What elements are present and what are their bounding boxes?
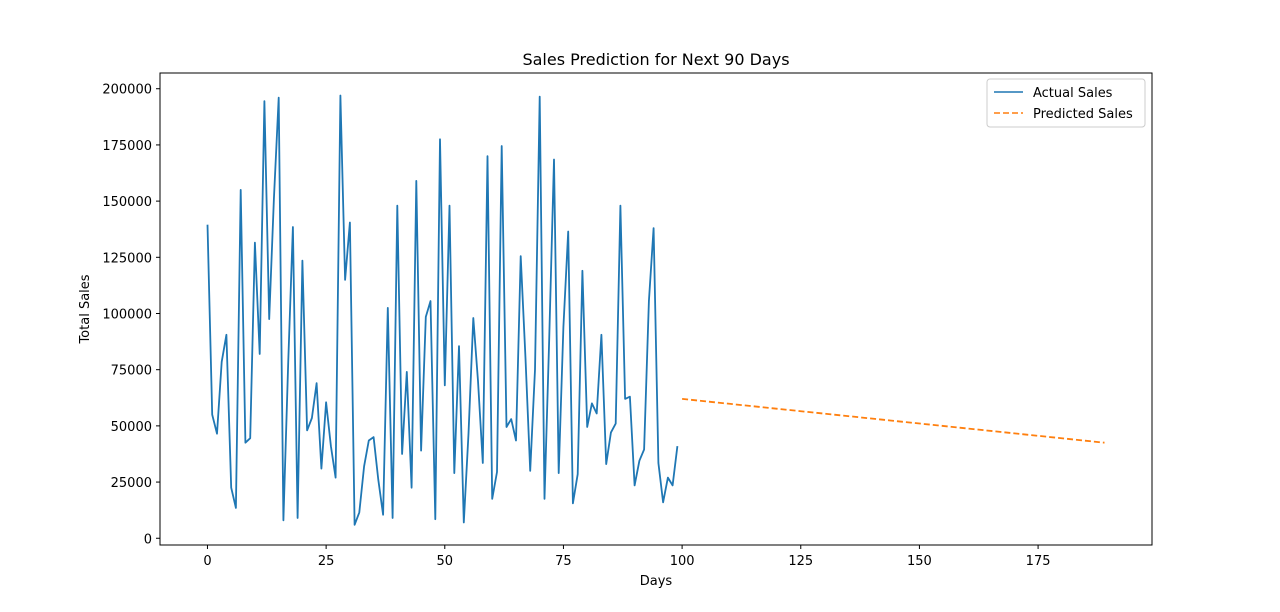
actual-sales-line [206,94,679,526]
y-axis-label: Total Sales [78,274,93,344]
y-tick-label: 25000 [111,476,152,491]
y-tick-label: 100000 [102,307,152,322]
x-tick-label: 125 [788,554,813,569]
legend-box [986,78,1146,128]
y-tick-label: 75000 [111,364,152,379]
y-tick-label: 0 [144,532,152,547]
y-axis-ticks: 0 25000 50000 75000 100000 125000 150000 175000… [102,83,160,547]
y-tick-label: 175000 [102,139,152,154]
legend-actual-label: Actual Sales [1033,86,1113,101]
legend: Actual Sales Predicted Sales [986,78,1146,128]
predicted-sales-line [682,398,1105,444]
y-tick-label: 125000 [102,251,152,266]
x-tick-label: 25 [318,554,335,569]
x-axis-label: Days [640,574,673,589]
chart-title: Sales Prediction for Next 90 Days [522,50,789,69]
x-tick-label: 50 [437,554,454,569]
x-tick-label: 150 [907,554,932,569]
series-layer [206,94,1105,526]
legend-predicted-label: Predicted Sales [1033,107,1133,122]
x-axis-ticks: 0 25 50 75 100 125 150 175 [203,545,1051,569]
x-tick-label: 75 [555,554,572,569]
x-tick-label: 175 [1026,554,1051,569]
x-tick-label: 100 [670,554,695,569]
x-tick-label: 0 [203,554,211,569]
y-tick-label: 150000 [102,195,152,210]
y-tick-label: 200000 [102,83,152,98]
y-tick-label: 50000 [111,420,152,435]
